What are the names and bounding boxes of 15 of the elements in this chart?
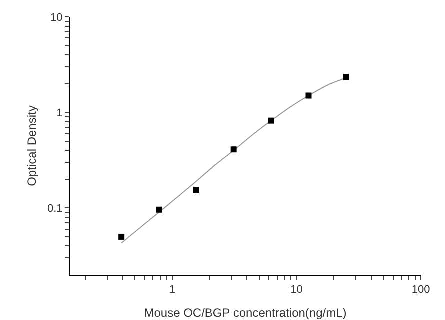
point	[268, 118, 274, 124]
x-tick-label: 100	[412, 284, 430, 296]
y-axis-title: Optical Density	[25, 106, 39, 186]
x-axis-title: Mouse OC/BGP concentration(ng/mL)	[144, 306, 347, 320]
y-tick-label: 10	[50, 12, 63, 24]
point	[193, 186, 200, 193]
point	[156, 206, 162, 213]
point	[343, 74, 350, 80]
point	[230, 146, 237, 153]
x-tick-label: 10	[290, 284, 303, 296]
point	[306, 92, 312, 99]
y-tick-label: 0.1	[48, 203, 63, 216]
point	[118, 234, 125, 240]
x-tick-label: 1	[169, 284, 176, 296]
y-tick-label: 1	[56, 107, 63, 120]
